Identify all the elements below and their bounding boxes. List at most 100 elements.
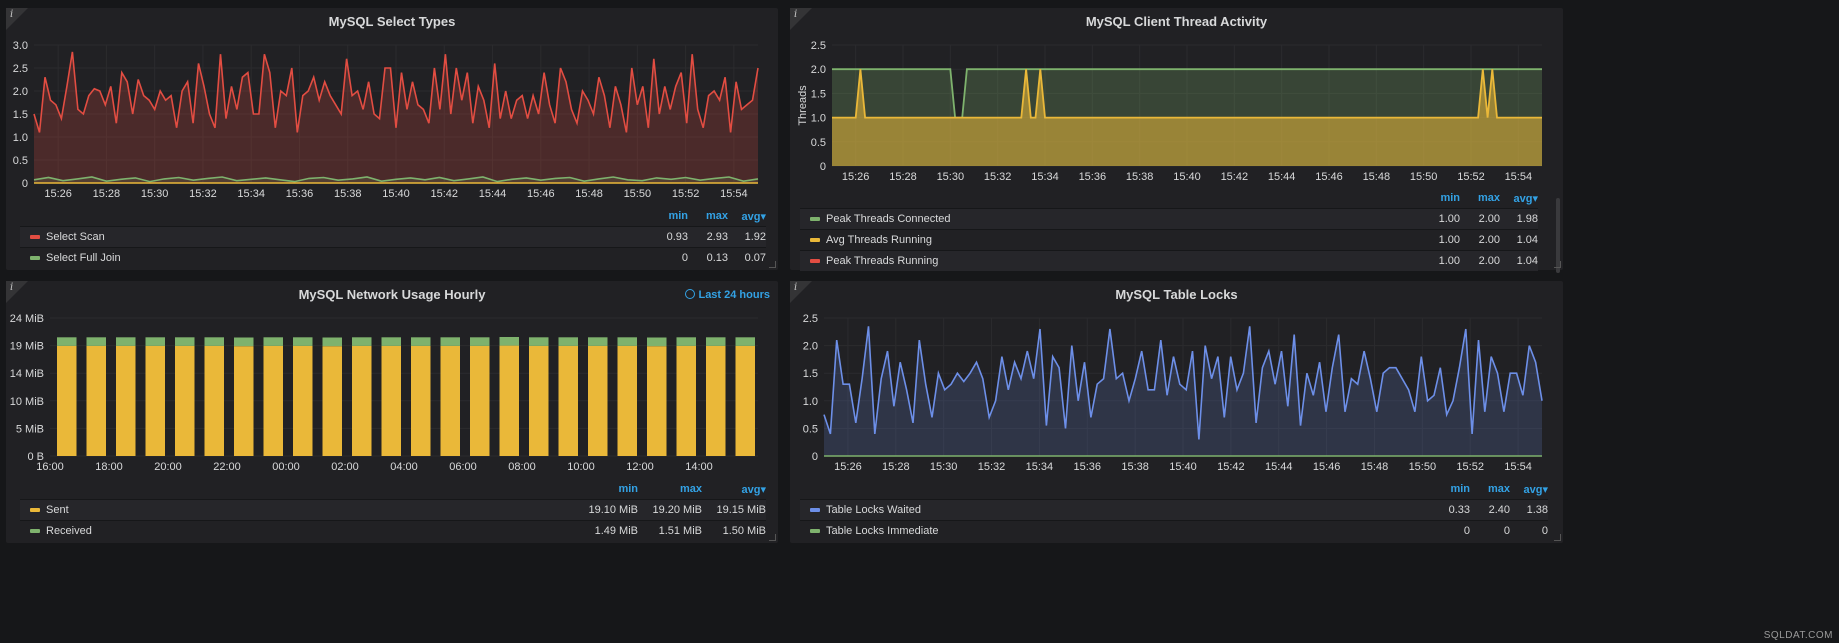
y-tick-label: 2.0: [811, 64, 826, 76]
legend-row-received[interactable]: Received 1.49 MiB 1.51 MiB 1.50 MiB: [20, 520, 766, 541]
info-corner[interactable]: [790, 281, 812, 303]
y-tick-label: 5 MiB: [16, 423, 44, 435]
bar-received: [411, 337, 431, 346]
x-tick-label: 10:00: [567, 461, 595, 473]
legend-min-header[interactable]: min: [618, 483, 638, 495]
resize-handle[interactable]: [769, 261, 776, 268]
legend: min max avg▾ Peak Threads Connected 1.00…: [800, 190, 1538, 271]
legend-row-table-locks-waited[interactable]: Table Locks Waited 0.33 2.40 1.38: [800, 499, 1548, 520]
x-tick-label: 15:50: [1410, 171, 1438, 183]
series-avg: 1.04: [1516, 234, 1538, 246]
panel-title[interactable]: MySQL Table Locks: [1115, 287, 1238, 302]
resize-handle[interactable]: [769, 534, 776, 541]
series-color-swatch[interactable]: [30, 508, 40, 512]
legend-min-header[interactable]: min: [668, 210, 688, 222]
legend-avg-header[interactable]: avg▾: [1513, 193, 1538, 205]
series-name[interactable]: Avg Threads Running: [826, 234, 932, 246]
legend-max-header[interactable]: max: [679, 483, 702, 495]
series-name[interactable]: Peak Threads Connected: [826, 213, 951, 225]
select-types-graph[interactable]: 0 0.5 1.0 1.5 2.0 2.5 3.0 15:26 15:28 15:30 15:32 1…: [6, 8, 778, 208]
legend-row-select-scan[interactable]: Select Scan 0.93 2.93 1.92: [20, 226, 766, 247]
y-tick-label: 14 MiB: [10, 368, 44, 380]
time-range-info[interactable]: Last 24 hours: [685, 289, 770, 301]
series-color-swatch[interactable]: [810, 217, 820, 221]
series-color-swatch[interactable]: [30, 256, 40, 260]
x-tick-label: 15:30: [930, 461, 958, 473]
series-name[interactable]: Select Full Join: [46, 252, 121, 264]
x-tick-label: 15:34: [1031, 171, 1059, 183]
y-tick-label: 2.5: [13, 63, 28, 75]
series-name[interactable]: Received: [46, 525, 92, 537]
series-min: 0: [681, 252, 688, 264]
legend-row-avg-threads-running[interactable]: Avg Threads Running 1.00 2.00 1.04: [800, 229, 1538, 250]
info-icon[interactable]: i: [794, 9, 798, 20]
x-tick-label: 15:26: [842, 171, 870, 183]
legend-max-header[interactable]: max: [705, 210, 728, 222]
bar-sent: [293, 345, 313, 456]
series-name[interactable]: Peak Threads Running: [826, 255, 939, 267]
network-usage-graph[interactable]: 0 B 5 MiB 10 MiB 14 MiB 19 MiB 24 MiB 16:00 18:…: [6, 281, 778, 481]
x-tick-label: 15:32: [189, 188, 217, 200]
x-tick-label: 15:34: [237, 188, 265, 200]
legend-min-header[interactable]: min: [1440, 192, 1460, 204]
x-tick-label: 15:46: [1315, 171, 1343, 183]
series-name[interactable]: Sent: [46, 504, 69, 516]
bar-sent: [735, 345, 755, 456]
series-color-swatch[interactable]: [810, 508, 820, 512]
series-name[interactable]: Table Locks Immediate: [826, 525, 939, 537]
table-locks-graph[interactable]: 0 0.5 1.0 1.5 2.0 2.5 15:26 15:28 15:30 15:32 15:3…: [790, 281, 1563, 481]
bar-sent: [381, 345, 401, 456]
series-max: 2.40: [1488, 504, 1510, 516]
series-name[interactable]: Table Locks Waited: [826, 504, 921, 516]
bar-sent: [499, 345, 519, 456]
legend: min max avg▾ Sent 19.10 MiB 19.20 MiB 19…: [20, 481, 766, 541]
thread-activity-graph[interactable]: 0 0.5 1.0 1.5 2.0 2.5 15:26 15:28 15:30 15:32 15:3…: [790, 8, 1563, 198]
x-tick-label: 15:52: [1456, 461, 1484, 473]
legend-min-header[interactable]: min: [1450, 483, 1470, 495]
legend-row-table-locks-immediate[interactable]: Table Locks Immediate 0 0 0: [800, 520, 1548, 541]
series-color-swatch[interactable]: [30, 529, 40, 533]
bar-sent: [529, 345, 549, 456]
info-icon[interactable]: i: [10, 282, 14, 293]
info-corner[interactable]: [6, 281, 28, 303]
bar-sent: [676, 345, 696, 456]
series-name[interactable]: Select Scan: [46, 231, 105, 243]
legend-row-peak-threads-connected[interactable]: Peak Threads Connected 1.00 2.00 1.98: [800, 208, 1538, 229]
legend-max-header[interactable]: max: [1477, 192, 1500, 204]
info-corner[interactable]: [790, 8, 812, 30]
series-min: 1.00: [1438, 255, 1460, 267]
panel-title[interactable]: MySQL Client Thread Activity: [1085, 14, 1268, 29]
series-avg: 1.38: [1526, 504, 1548, 516]
legend-row-sent[interactable]: Sent 19.10 MiB 19.20 MiB 19.15 MiB: [20, 499, 766, 520]
legend-max-header[interactable]: max: [1487, 483, 1510, 495]
x-tick-label: 15:32: [984, 171, 1012, 183]
bar-received: [175, 337, 195, 346]
x-tick-label: 15:44: [479, 188, 507, 200]
legend-header: min max avg▾: [800, 481, 1548, 499]
series-min: 1.49 MiB: [594, 525, 638, 537]
series-color-swatch[interactable]: [810, 259, 820, 263]
panel-title[interactable]: MySQL Select Types: [328, 14, 456, 29]
info-corner[interactable]: [6, 8, 28, 30]
info-icon[interactable]: i: [10, 9, 14, 20]
series-color-swatch[interactable]: [30, 235, 40, 239]
legend-avg-header[interactable]: avg▾: [741, 211, 766, 223]
legend: min max avg▾ Select Scan 0.93 2.93 1.92 …: [20, 208, 766, 268]
series-max: 1.51 MiB: [658, 525, 702, 537]
legend-row-peak-threads-running[interactable]: Peak Threads Running 1.00 2.00 1.04: [800, 250, 1538, 271]
x-tick-label: 15:38: [1126, 171, 1154, 183]
series-color-swatch[interactable]: [810, 238, 820, 242]
x-tick-label: 15:26: [834, 461, 862, 473]
legend-row-select-full-join[interactable]: Select Full Join 0 0.13 0.07: [20, 247, 766, 268]
info-icon[interactable]: i: [794, 282, 798, 293]
legend-avg-header[interactable]: avg▾: [1523, 484, 1548, 496]
y-tick-label: 1.5: [13, 109, 28, 121]
panel-title[interactable]: MySQL Network Usage Hourly: [298, 287, 486, 302]
resize-handle[interactable]: [1554, 261, 1561, 268]
resize-handle[interactable]: [1554, 534, 1561, 541]
panel-select-types: i MySQL Select Types 0 0.5 1.0 1.5 2.0 2.5 3.0…: [6, 8, 778, 270]
legend-avg-header[interactable]: avg▾: [741, 484, 766, 496]
y-tick-label: 0: [22, 178, 28, 190]
legend-scrollbar[interactable]: [1556, 198, 1560, 273]
series-color-swatch[interactable]: [810, 529, 820, 533]
